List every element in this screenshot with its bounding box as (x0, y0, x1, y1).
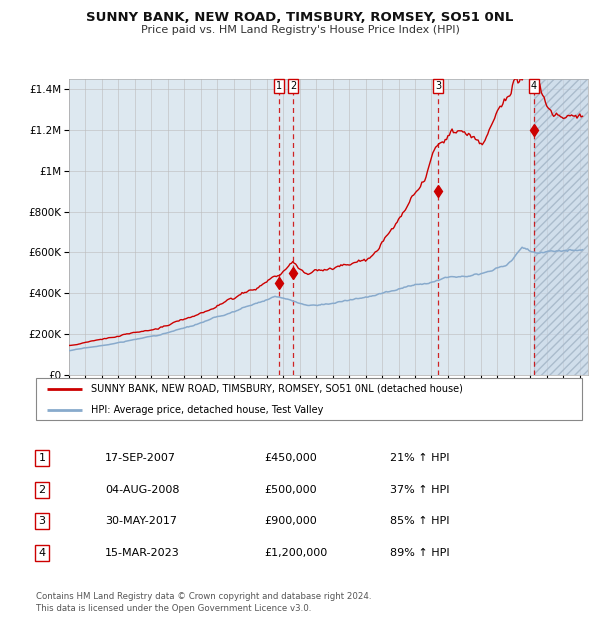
Text: 37% ↑ HPI: 37% ↑ HPI (390, 485, 449, 495)
Bar (533, 79, 588, 375)
Text: 2: 2 (290, 81, 296, 91)
Text: 1: 1 (38, 453, 46, 463)
Text: SUNNY BANK, NEW ROAD, TIMSBURY, ROMSEY, SO51 0NL (detached house): SUNNY BANK, NEW ROAD, TIMSBURY, ROMSEY, … (91, 384, 463, 394)
FancyBboxPatch shape (36, 378, 582, 420)
Text: 85% ↑ HPI: 85% ↑ HPI (390, 516, 449, 526)
Text: 17-SEP-2007: 17-SEP-2007 (105, 453, 176, 463)
Text: HPI: Average price, detached house, Test Valley: HPI: Average price, detached house, Test… (91, 405, 323, 415)
Text: Price paid vs. HM Land Registry's House Price Index (HPI): Price paid vs. HM Land Registry's House … (140, 25, 460, 35)
Text: 21% ↑ HPI: 21% ↑ HPI (390, 453, 449, 463)
Text: £1,200,000: £1,200,000 (264, 548, 327, 558)
Text: £450,000: £450,000 (264, 453, 317, 463)
Text: Contains HM Land Registry data © Crown copyright and database right 2024.
This d: Contains HM Land Registry data © Crown c… (36, 591, 371, 613)
Bar (533, 79, 588, 375)
Text: 4: 4 (530, 81, 537, 91)
Text: 2: 2 (38, 485, 46, 495)
Text: 1: 1 (275, 81, 281, 91)
Text: 3: 3 (38, 516, 46, 526)
Text: 89% ↑ HPI: 89% ↑ HPI (390, 548, 449, 558)
Text: 4: 4 (38, 548, 46, 558)
Text: 04-AUG-2008: 04-AUG-2008 (105, 485, 179, 495)
Text: £900,000: £900,000 (264, 516, 317, 526)
Text: 15-MAR-2023: 15-MAR-2023 (105, 548, 180, 558)
Text: £500,000: £500,000 (264, 485, 317, 495)
Text: 30-MAY-2017: 30-MAY-2017 (105, 516, 177, 526)
Text: SUNNY BANK, NEW ROAD, TIMSBURY, ROMSEY, SO51 0NL: SUNNY BANK, NEW ROAD, TIMSBURY, ROMSEY, … (86, 11, 514, 24)
Text: 3: 3 (435, 81, 442, 91)
